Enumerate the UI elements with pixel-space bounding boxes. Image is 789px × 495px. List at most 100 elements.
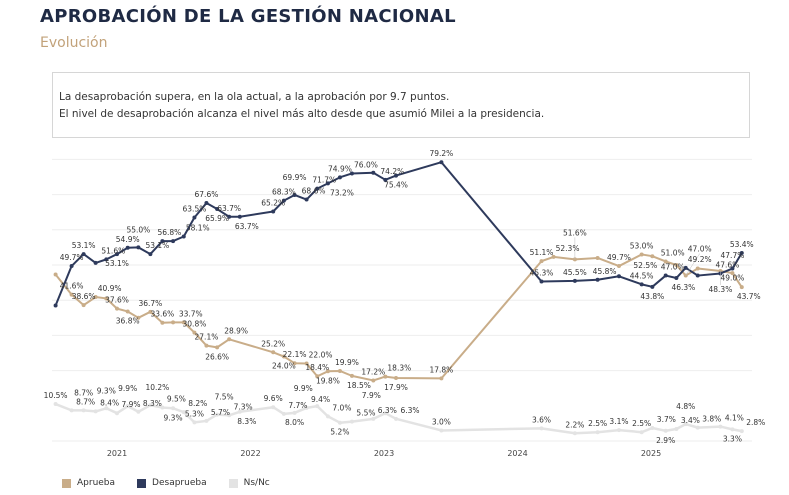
data-point bbox=[304, 361, 309, 366]
data-label: 63.5% bbox=[183, 204, 207, 213]
data-point bbox=[104, 406, 109, 411]
data-label: 2.5% bbox=[588, 419, 607, 428]
data-point bbox=[104, 257, 109, 262]
series-line-aprueba bbox=[54, 253, 743, 382]
data-point bbox=[539, 279, 544, 284]
data-label: 9.6% bbox=[264, 394, 283, 403]
data-label: 51.1% bbox=[530, 248, 554, 257]
data-label: 22.1% bbox=[283, 350, 307, 359]
data-point bbox=[81, 408, 86, 413]
data-label: 30.8% bbox=[183, 320, 207, 329]
data-point bbox=[292, 410, 297, 415]
data-label: 33.7% bbox=[179, 309, 203, 318]
data-point bbox=[371, 378, 376, 383]
data-label: 33.6% bbox=[150, 310, 174, 319]
data-label: 3.0% bbox=[432, 417, 451, 426]
data-label: 56.8% bbox=[157, 228, 181, 237]
data-point bbox=[136, 315, 141, 320]
data-point bbox=[739, 285, 744, 290]
data-label: 49.0% bbox=[721, 274, 745, 283]
data-point bbox=[237, 214, 242, 219]
data-label: 7.3% bbox=[234, 402, 253, 411]
data-point bbox=[439, 376, 444, 381]
data-point bbox=[227, 214, 232, 219]
data-point bbox=[337, 175, 342, 180]
data-label: 36.8% bbox=[116, 316, 140, 325]
data-point bbox=[160, 320, 165, 325]
data-label: 43.7% bbox=[737, 292, 761, 301]
data-label: 9.4% bbox=[311, 395, 330, 404]
data-label: 69.9% bbox=[283, 173, 307, 182]
data-point bbox=[674, 427, 679, 432]
data-label: 27.1% bbox=[195, 333, 219, 342]
legend-item-nsnc: Ns/Nc bbox=[228, 478, 270, 488]
data-point bbox=[639, 430, 644, 435]
data-label: 10.5% bbox=[44, 391, 68, 400]
data-point bbox=[69, 264, 74, 269]
data-point bbox=[115, 411, 119, 416]
data-label: 3.4% bbox=[681, 416, 700, 425]
data-label: 10.2% bbox=[145, 383, 169, 392]
data-point bbox=[125, 404, 130, 409]
data-point bbox=[292, 192, 297, 197]
data-point bbox=[572, 431, 577, 436]
data-label: 47.6% bbox=[716, 260, 740, 269]
data-point bbox=[650, 284, 655, 289]
data-label: 18.5% bbox=[347, 381, 371, 390]
data-label: 4.8% bbox=[676, 402, 695, 411]
data-label: 74.2% bbox=[380, 167, 404, 176]
data-point bbox=[237, 409, 242, 414]
data-point bbox=[181, 320, 186, 325]
data-point bbox=[125, 309, 130, 314]
data-point bbox=[595, 255, 600, 260]
data-point bbox=[304, 405, 309, 410]
data-label: 47.0% bbox=[688, 245, 712, 254]
data-point bbox=[315, 374, 320, 379]
data-point bbox=[730, 271, 735, 276]
data-label: 5.5% bbox=[356, 409, 375, 418]
data-label: 3.8% bbox=[702, 415, 721, 424]
data-point bbox=[439, 428, 444, 433]
legend-label: Aprueba bbox=[77, 478, 116, 488]
label-leader-line bbox=[685, 253, 700, 276]
data-point bbox=[227, 413, 232, 418]
data-point bbox=[136, 409, 141, 414]
data-point bbox=[81, 252, 86, 257]
data-point bbox=[81, 303, 86, 308]
note-line-1: La desaprobación supera, en la ola actua… bbox=[59, 91, 450, 103]
data-point bbox=[271, 350, 276, 355]
data-point bbox=[730, 427, 735, 432]
data-point bbox=[539, 426, 544, 431]
data-point bbox=[69, 408, 74, 413]
data-point bbox=[650, 254, 655, 259]
data-label: 8.3% bbox=[237, 417, 256, 426]
data-label: 37.6% bbox=[105, 296, 129, 305]
data-label: 17.2% bbox=[361, 367, 385, 376]
data-label: 40.9% bbox=[98, 284, 122, 293]
data-point bbox=[93, 260, 98, 265]
data-point bbox=[204, 418, 209, 423]
data-label: 19.9% bbox=[335, 358, 359, 367]
data-label: 36.7% bbox=[138, 299, 162, 308]
data-label: 63.7% bbox=[217, 204, 241, 213]
data-label: 53.4% bbox=[730, 240, 754, 249]
data-point bbox=[663, 259, 668, 264]
data-point bbox=[663, 273, 668, 278]
data-point bbox=[104, 296, 109, 301]
data-point bbox=[371, 416, 376, 421]
data-label: 54.9% bbox=[116, 235, 140, 244]
data-label: 73.2% bbox=[330, 188, 354, 197]
data-point bbox=[53, 402, 58, 407]
data-point bbox=[730, 266, 735, 271]
data-point bbox=[160, 405, 165, 410]
data-label: 49.2% bbox=[688, 255, 712, 264]
data-label: 65.9% bbox=[205, 214, 229, 223]
data-point bbox=[683, 265, 688, 270]
data-label: 53.0% bbox=[630, 241, 654, 250]
data-label: 76.0% bbox=[354, 160, 378, 169]
data-point bbox=[616, 274, 621, 279]
legend: Aprueba Desaprueba Ns/Nc bbox=[62, 478, 270, 488]
legend-swatch bbox=[62, 478, 71, 488]
data-point bbox=[551, 254, 556, 259]
